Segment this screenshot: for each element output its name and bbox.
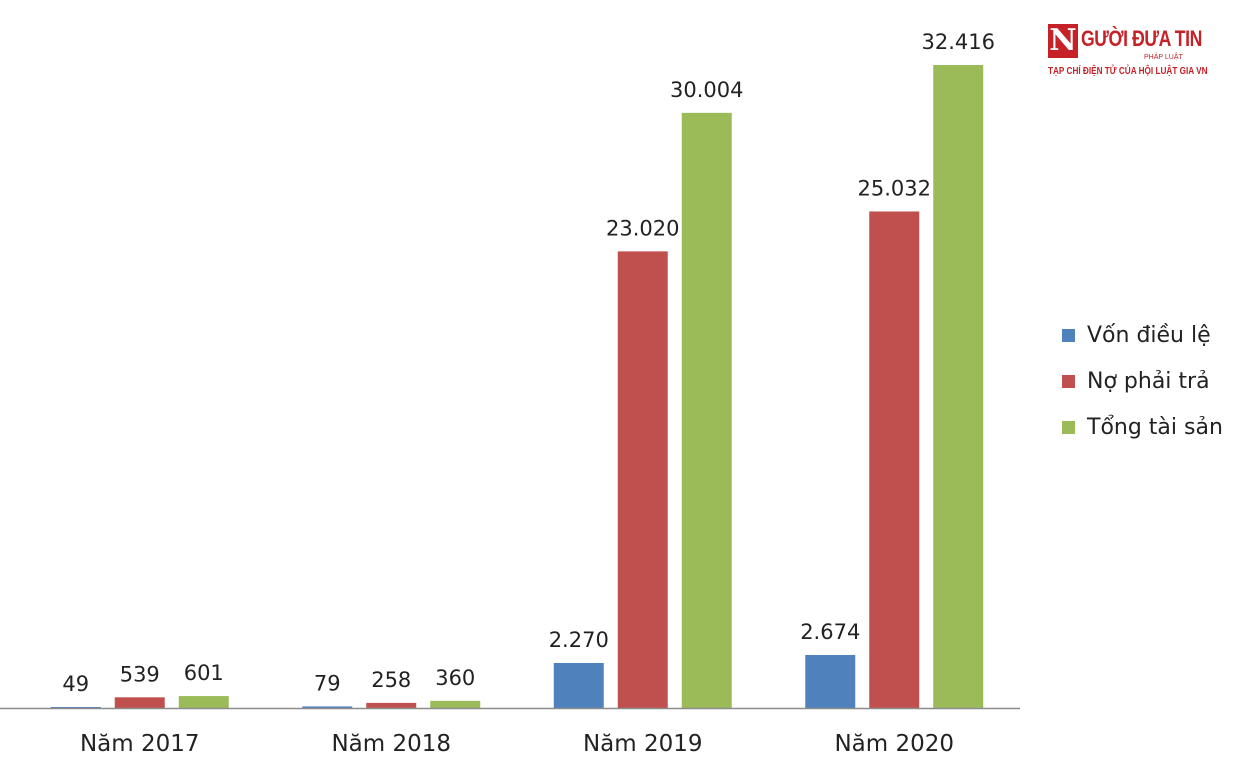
data-label: 360 [435, 666, 475, 690]
legend-swatch [1062, 420, 1075, 434]
data-label: 23.020 [606, 216, 679, 240]
logo-mark: N [1048, 23, 1078, 58]
legend-label: Vốn điều lệ [1087, 322, 1211, 348]
data-label: 539 [120, 662, 160, 686]
logo-subtitle: PHÁP LUẬT [1144, 54, 1183, 61]
x-tick-label: Năm 2018 [331, 731, 451, 757]
legend-item: Vốn điều lệ [1062, 312, 1223, 358]
legend-swatch [1062, 328, 1075, 342]
x-tick-label: Năm 2020 [834, 731, 954, 757]
data-label: 601 [184, 661, 224, 685]
bar [681, 112, 732, 708]
legend-swatch [1062, 374, 1075, 388]
logo-tagline: TẠP CHÍ ĐIỆN TỬ CỦA HỘI LUẬT GIA VN [1048, 66, 1208, 77]
legend-label: Tổng tài sản [1087, 414, 1223, 440]
bar [869, 211, 920, 708]
bar [617, 251, 668, 708]
legend-item: Tổng tài sản [1062, 404, 1223, 450]
logo: N GƯỜI ĐƯA TIN PHÁP LUẬT TẠP CHÍ ĐIỆN TỬ… [1048, 24, 1216, 80]
data-label: 258 [371, 668, 411, 692]
bar [366, 702, 417, 708]
x-tick-label: Năm 2019 [583, 731, 703, 757]
x-tick-label: Năm 2017 [80, 731, 200, 757]
data-label: 49 [62, 672, 89, 696]
data-label: 25.032 [858, 176, 931, 200]
data-label: 2.674 [800, 620, 860, 644]
bar [805, 654, 856, 708]
bar [302, 706, 353, 708]
bar [933, 65, 984, 708]
legend-label: Nợ phải trả [1087, 368, 1210, 394]
bar [430, 700, 481, 708]
bar [50, 707, 101, 708]
data-label: 32.416 [922, 30, 995, 54]
legend-item: Nợ phải trả [1062, 358, 1223, 404]
bar [114, 697, 165, 708]
data-label: 2.270 [549, 628, 609, 652]
legend: Vốn điều lệ Nợ phải trả Tổng tài sản [1062, 312, 1223, 450]
data-label: 79 [314, 671, 341, 695]
data-label: 30.004 [670, 78, 743, 102]
logo-title: GƯỜI ĐƯA TIN [1081, 26, 1202, 51]
bar [553, 662, 604, 708]
bar [178, 696, 229, 708]
